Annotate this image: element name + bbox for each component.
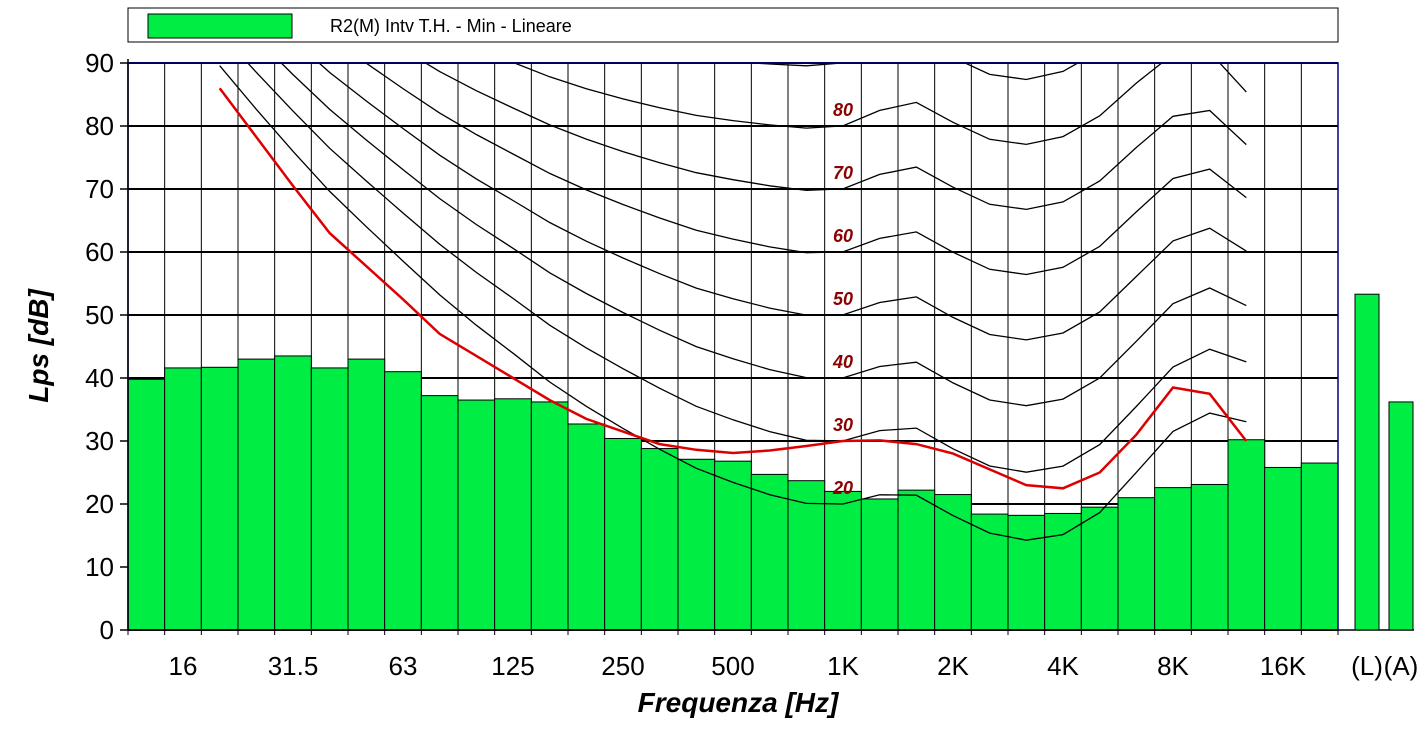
y-tick-label: 50 <box>85 300 114 330</box>
bar <box>750 473 789 631</box>
isophon-curve <box>246 63 1247 473</box>
bar <box>640 448 679 631</box>
bar <box>1007 514 1046 631</box>
axes: 0 10 20 30 40 50 60 70 80 90 16 31.5 63 125 250 500 1K 2K… <box>85 48 1414 681</box>
x-axis-title: Frequenza [Hz] <box>638 687 840 718</box>
y-tick-label: 60 <box>85 237 114 267</box>
bar <box>384 371 422 631</box>
x-tick-label: 31.5 <box>268 651 319 681</box>
y-tick-label: 30 <box>85 426 114 456</box>
bar <box>1044 512 1082 631</box>
isophon-label: 80 <box>833 100 853 120</box>
bar <box>970 513 1009 631</box>
bar <box>237 358 276 631</box>
isophon-label: 60 <box>833 226 853 246</box>
y-tick-label: 70 <box>85 174 114 204</box>
overall-bars: (L) (A) <box>1351 293 1419 681</box>
x-tick-label: 1K <box>827 651 859 681</box>
isophon-label: 30 <box>833 415 853 435</box>
bar <box>860 498 899 631</box>
isophon-curve <box>318 63 1247 341</box>
bar <box>677 458 716 631</box>
x-tick-label: 4K <box>1047 651 1079 681</box>
threshold-curve-layer <box>218 87 1248 490</box>
bar <box>164 367 202 631</box>
y-tick-label: 10 <box>85 552 114 582</box>
x-tick-label: 16K <box>1260 651 1307 681</box>
bar <box>530 401 569 631</box>
isophon-curve <box>512 63 1247 146</box>
bar <box>347 358 386 631</box>
bar <box>1080 506 1119 631</box>
isophon-curves: 20 30 40 50 60 70 80 <box>219 63 1247 541</box>
bar <box>934 494 972 631</box>
bar <box>1190 483 1229 631</box>
bar <box>200 366 239 631</box>
y-tick-label: 90 <box>85 48 114 78</box>
isophon-curve <box>745 63 1080 81</box>
isophon-label: 20 <box>832 478 853 498</box>
isophon-label: 40 <box>832 352 853 372</box>
isophon-curve <box>364 63 1247 276</box>
bar <box>457 399 496 631</box>
bar <box>1227 439 1266 631</box>
y-tick-label: 80 <box>85 111 114 141</box>
x-tick-label: 2K <box>937 651 969 681</box>
y-axis-title: Lps [dB] <box>23 288 54 403</box>
overall-tick-label: (A) <box>1384 651 1419 681</box>
bar <box>1117 497 1156 631</box>
legend-label: R2(M) Intv T.H. - Min - Lineare <box>330 16 572 36</box>
isophon-curve <box>219 65 1247 541</box>
x-tick-label: 250 <box>601 651 644 681</box>
legend-swatch <box>147 13 293 39</box>
bar <box>127 378 166 631</box>
isophon-label: 50 <box>833 289 853 309</box>
bar <box>1154 487 1192 631</box>
bar <box>567 423 606 631</box>
overall-bar <box>1388 401 1414 631</box>
threshold-curve <box>218 87 1248 490</box>
y-tick-label: 20 <box>85 489 114 519</box>
isophon-curve <box>424 63 1247 211</box>
x-tick-label: 63 <box>389 651 418 681</box>
isophon-curve-group <box>219 63 1247 541</box>
bar <box>420 395 459 631</box>
isophon-curve <box>280 63 1247 407</box>
bar <box>897 489 936 631</box>
isophon-label: 70 <box>833 163 853 183</box>
legend-box <box>127 7 1339 43</box>
bar <box>1300 462 1339 631</box>
overall-bar <box>1354 293 1380 631</box>
overall-tick-label: (L) <box>1351 651 1383 681</box>
y-tick-label: 40 <box>85 363 114 393</box>
bar <box>274 355 312 631</box>
x-tick-label: 8K <box>1157 651 1189 681</box>
bar <box>604 437 642 631</box>
bar <box>310 367 349 631</box>
x-tick-label: 16 <box>169 651 198 681</box>
bar <box>1264 466 1302 631</box>
x-tick-label: 125 <box>491 651 534 681</box>
bar-series <box>127 355 1339 631</box>
legend: R2(M) Intv T.H. - Min - Lineare <box>127 7 1339 43</box>
bar <box>824 490 862 631</box>
x-tick-label: 500 <box>711 651 754 681</box>
y-tick-label: 0 <box>100 615 114 645</box>
bar <box>494 398 532 631</box>
